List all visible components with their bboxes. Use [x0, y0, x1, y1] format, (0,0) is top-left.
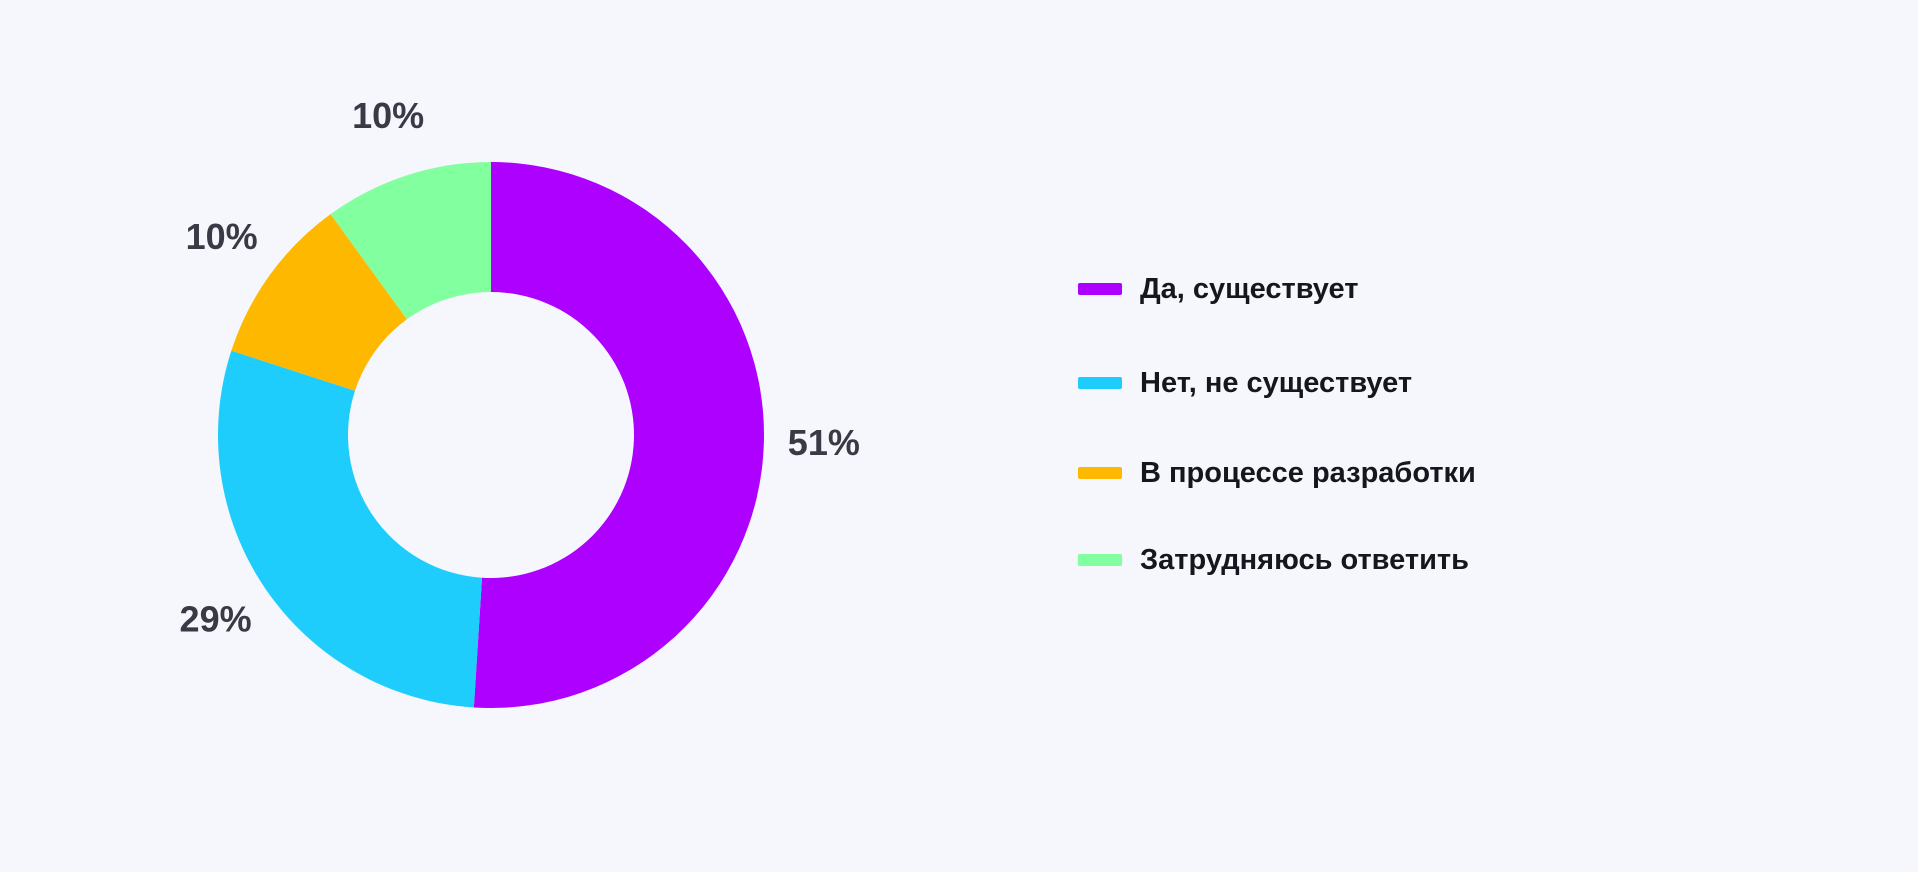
donut-slice-3 [231, 214, 407, 391]
legend-label: Затрудняюсь ответить [1140, 543, 1469, 576]
donut-slice-4 [330, 162, 491, 320]
donut-slice-2 [217, 350, 483, 708]
legend-label: Нет, не существует [1140, 366, 1413, 399]
legend-label: Да, существует [1140, 272, 1359, 305]
legend-item-3: В процессе разработки [1078, 449, 1476, 497]
legend-item-4: Затрудняюсь ответить [1078, 536, 1469, 584]
slice-label-1: 51% [788, 422, 860, 463]
donut-slice-1 [473, 162, 765, 709]
legend-swatch [1078, 283, 1122, 295]
slice-labels: 51% 29% 10% 10% [180, 95, 860, 640]
legend-item-2: Нет, не существует [1078, 359, 1412, 407]
legend-item-1: Да, существует [1078, 265, 1359, 313]
slice-label-2: 29% [180, 599, 252, 640]
donut-slices [217, 162, 765, 709]
legend-swatch [1078, 467, 1122, 479]
legend-swatch [1078, 554, 1122, 566]
legend-swatch [1078, 377, 1122, 389]
slice-label-3: 10% [186, 216, 258, 257]
legend-label: В процессе разработки [1140, 456, 1476, 489]
slice-label-4: 10% [352, 95, 424, 136]
